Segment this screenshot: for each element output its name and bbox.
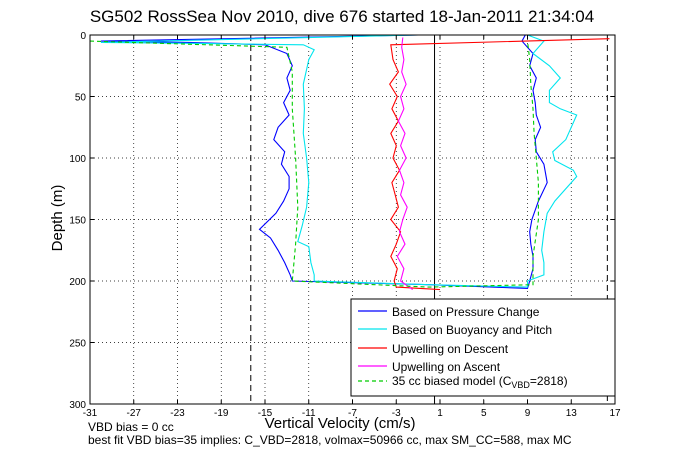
data-series	[89, 34, 610, 291]
y-tick-label: 250	[69, 339, 86, 350]
series-line-3	[396, 37, 414, 291]
legend-entry-model: 35 cc biased model (CVBD=2818)	[392, 374, 568, 390]
y-tick-label: 50	[75, 93, 87, 104]
legend: Based on Pressure Change Based on Buoyanc…	[350, 298, 616, 397]
legend-entry-0: Based on Pressure Change	[392, 305, 540, 319]
x-tick-label: -23	[170, 408, 185, 419]
y-tick-label: 300	[69, 400, 86, 411]
x-axis-ticks: -31 -27 -23 -19 -15 -11 -7 -3 1 5 9 13 17	[83, 35, 621, 419]
x-tick-label: 17	[609, 408, 621, 419]
grid	[90, 35, 615, 404]
y-axis-label: Depth (m)	[49, 185, 66, 252]
x-tick-label: 1	[437, 408, 443, 419]
footer-best-fit: best fit VBD bias=35 implies: C_VBD=2818…	[88, 433, 572, 447]
x-tick-label: -3	[392, 408, 401, 419]
y-tick-label: 200	[69, 277, 86, 288]
x-axis-label: Vertical Velocity (cm/s)	[265, 415, 416, 432]
legend-entry-1: Based on Buoyancy and Pitch	[392, 323, 552, 337]
series-line-1	[100, 34, 578, 288]
x-tick-label: -27	[127, 408, 142, 419]
y-tick-label: 150	[69, 216, 86, 227]
y-axis-ticks: 0 50 100 150 200 250 300	[69, 31, 615, 411]
x-tick-label: -7	[348, 408, 357, 419]
y-tick-label: 100	[69, 154, 86, 165]
legend-entry-2: Upwelling on Descent	[392, 342, 509, 356]
x-tick-label: 5	[481, 408, 487, 419]
series-line-4	[89, 40, 539, 288]
x-tick-label: -11	[302, 408, 316, 419]
x-tick-label: -15	[258, 408, 273, 419]
series-line-0	[100, 34, 548, 289]
footer-vbd-bias: VBD bias = 0 cc	[88, 420, 174, 434]
y-tick-label: 0	[80, 31, 86, 42]
x-tick-label: -31	[83, 408, 98, 419]
x-tick-label: 13	[566, 408, 578, 419]
legend-entry-3: Upwelling on Ascent	[392, 360, 501, 374]
legend-box	[350, 298, 616, 397]
x-tick-label: 9	[525, 408, 531, 419]
chart-title: SG502 RossSea Nov 2010, dive 676 started…	[90, 7, 594, 26]
x-tick-label: -19	[214, 408, 229, 419]
